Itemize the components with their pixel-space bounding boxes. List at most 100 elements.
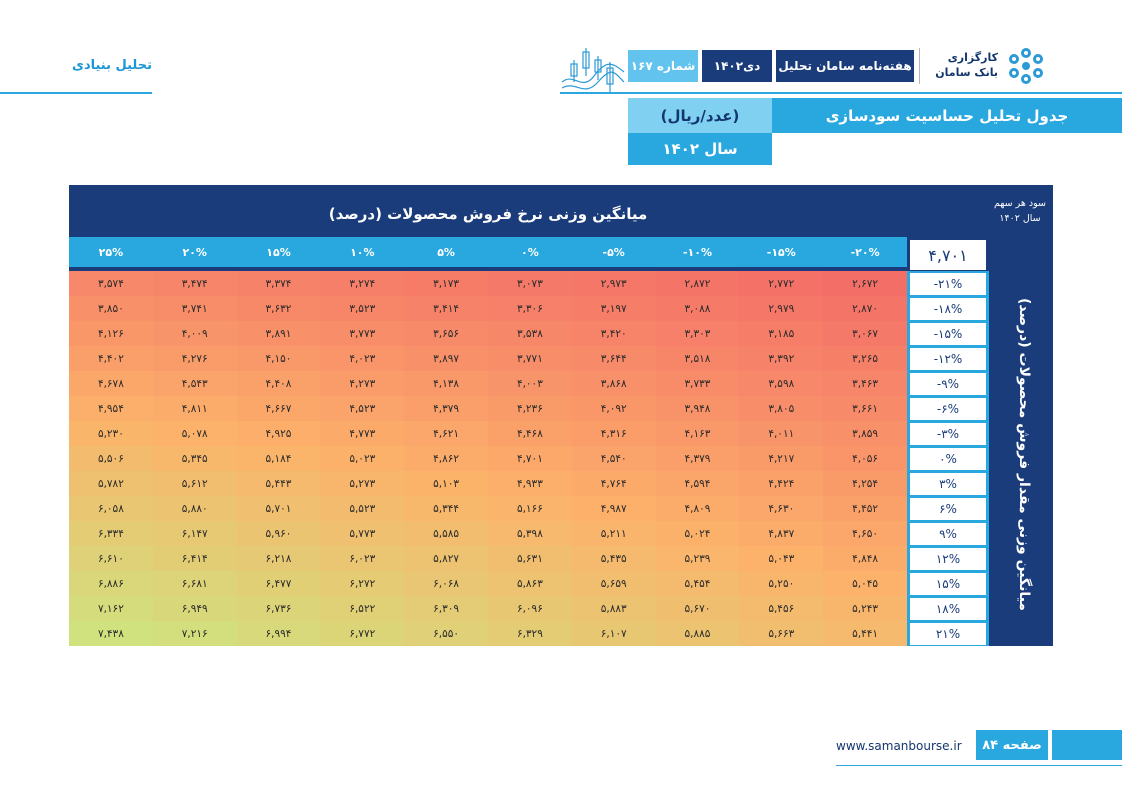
table-cell: ۵,۷۸۲: [69, 471, 153, 496]
issue-month: دی۱۴۰۲: [702, 50, 772, 82]
table-cell: ۶,۶۸۱: [152, 571, 237, 596]
table-cell: ۵,۴۵۶: [739, 596, 824, 621]
table-cell: ۴,۱۲۶: [69, 321, 153, 346]
table-cell: ۴,۹۵۴: [69, 396, 153, 421]
row-header-column: -۲۱% -۱۸% -۱۵% -۱۲% -۹% -۶% -۳% ۰% ۳% ۶% ۹% ۱۲% ۱۵% ۱…: [907, 271, 989, 646]
table-cell: ۵,۶۱۲: [152, 471, 237, 496]
table-cell: ۵,۲۵۰: [739, 571, 824, 596]
table-cell: ۲,۸۷۰: [823, 296, 907, 321]
issue-number: شماره ۱۶۷: [628, 50, 698, 82]
row-header: ۲۱%: [910, 622, 986, 645]
page-number: صفحه ۸۴: [976, 730, 1048, 760]
table-cell: ۵,۸۸۵: [655, 621, 740, 646]
table-cell: ۵,۶۵۹: [571, 571, 656, 596]
table-cell: ۶,۳۰۹: [404, 596, 488, 621]
table-cell: ۴,۸۰۹: [655, 496, 740, 521]
table-cell: ۳,۰۶۷: [823, 321, 907, 346]
table-cell: ۴,۴۶۸: [488, 421, 572, 446]
table-cell: ۳,۵۳۸: [488, 321, 572, 346]
header-divider: [560, 92, 1122, 94]
row-header: -۲۱%: [910, 272, 986, 295]
table-cell: ۴,۴۵۲: [823, 496, 907, 521]
column-header: ۱۰%: [350, 245, 375, 259]
table-cell: ۴,۰۰۹: [152, 321, 237, 346]
table-cell: ۳,۴۶۳: [823, 371, 907, 396]
column-header: ۲۰%: [182, 245, 207, 259]
table-cell: ۵,۶۷۰: [655, 596, 740, 621]
table-cell: ۴,۳۷۹: [404, 396, 488, 421]
table-cell: ۶,۵۲۲: [320, 596, 405, 621]
table-cell: ۶,۲۱۸: [236, 546, 321, 571]
table-cell: ۶,۱۴۷: [152, 521, 237, 546]
newsletter-name: هفته‌نامه سامان تحلیل: [776, 50, 914, 82]
table-cell: ۴,۵۴۰: [571, 446, 656, 471]
table-cell: ۳,۸۰۵: [739, 396, 824, 421]
table-cell: ۴,۲۳۶: [488, 396, 572, 421]
table-cell: ۳,۵۹۸: [739, 371, 824, 396]
table-cell: ۴,۶۶۷: [236, 396, 321, 421]
column-header: -۱۰%: [682, 245, 712, 259]
table-cell: ۴,۷۶۴: [571, 471, 656, 496]
table-cell: ۶,۹۴۹: [152, 596, 237, 621]
table-cell: ۴,۴۰۸: [236, 371, 321, 396]
row-header: -۳%: [910, 422, 986, 445]
eps-label: سود هر سهم سال ۱۴۰۲: [988, 196, 1052, 230]
table-cell: ۴,۵۹۴: [655, 471, 740, 496]
table-cell: ۴,۹۸۷: [571, 496, 656, 521]
table-cell: ۵,۱۶۶: [488, 496, 572, 521]
table-cell: ۴,۸۳۷: [739, 521, 824, 546]
table-cell: ۲,۹۷۳: [571, 271, 656, 296]
year-label: سال ۱۴۰۲: [628, 133, 772, 165]
table-cell: ۶,۸۸۶: [69, 571, 153, 596]
website-link[interactable]: www.samanbourse.ir: [836, 739, 962, 753]
row-header: ۰%: [910, 447, 986, 470]
table-cell: ۷,۱۶۲: [69, 596, 153, 621]
table-cell: ۳,۳۹۲: [739, 346, 824, 371]
table-cell: ۲,۹۷۹: [739, 296, 824, 321]
table-cell: ۳,۹۴۸: [655, 396, 740, 421]
table-cell: ۴,۲۷۶: [152, 346, 237, 371]
table-cell: ۵,۰۲۳: [320, 446, 405, 471]
table-cell: ۵,۴۴۳: [236, 471, 321, 496]
section-label: تحلیل بنیادی: [72, 58, 152, 73]
table-cell: ۴,۱۵۰: [236, 346, 321, 371]
table-cell: ۴,۳۷۹: [655, 446, 740, 471]
table-cell: ۳,۸۵۰: [69, 296, 153, 321]
brand-logo-text: کارگزاری بانک سامان: [928, 50, 998, 84]
table-cell: ۵,۳۴۵: [152, 446, 237, 471]
column-header-row: -۲۰% -۱۵% -۱۰% -۵% ۰% ۵% ۱۰% ۱۵% ۲۰% ۲۵%: [69, 237, 907, 267]
table-cell: ۶,۰۹۶: [488, 596, 572, 621]
table-cell: ۴,۷۰۱: [488, 446, 572, 471]
column-header: ۰%: [521, 245, 539, 259]
table-cell: ۴,۹۲۵: [236, 421, 321, 446]
table-cell: ۵,۲۷۳: [320, 471, 405, 496]
column-header: ۵%: [437, 245, 455, 259]
table-cell: ۴,۲۱۷: [739, 446, 824, 471]
table-cell: ۳,۳۰۳: [655, 321, 740, 346]
table-cell: ۴,۸۶۲: [404, 446, 488, 471]
table-cell: ۳,۰۷۳: [488, 271, 572, 296]
column-header: -۵%: [602, 245, 625, 259]
column-header: -۲۰%: [850, 245, 880, 259]
table-cell: ۵,۰۷۸: [152, 421, 237, 446]
column-header: -۱۵%: [766, 245, 796, 259]
table-cell: ۴,۶۷۸: [69, 371, 153, 396]
row-header: ۶%: [910, 497, 986, 520]
row-header: ۳%: [910, 472, 986, 495]
table-cell: ۳,۱۹۷: [571, 296, 656, 321]
table-cell: ۳,۶۴۴: [571, 346, 656, 371]
table-cell: ۳,۸۵۹: [823, 421, 907, 446]
saman-flower-logo-icon: [1009, 48, 1043, 84]
table-cell: ۳,۳۷۴: [236, 271, 321, 296]
page-title: جدول تحلیل حساسیت سودسازی: [772, 98, 1122, 133]
table-cell: ۴,۳۱۶: [571, 421, 656, 446]
table-cell: ۳,۱۷۳: [404, 271, 488, 296]
eps-label-line-1: سود هر سهم: [993, 198, 1047, 209]
table-cell: ۵,۲۴۳: [823, 596, 907, 621]
sensitivity-grid: ۲,۶۷۲ ۲,۷۷۲ ۲,۸۷۲ ۲,۹۷۳ ۳,۰۷۳ ۳,۱۷۳ ۳,۲۷۴ ۳,۳۷۴…: [69, 271, 907, 646]
table-cell: ۴,۷۷۳: [320, 421, 405, 446]
table-cell: ۵,۸۸۰: [152, 496, 237, 521]
table-cell: ۳,۸۶۸: [571, 371, 656, 396]
table-cell: ۵,۰۴۳: [739, 546, 824, 571]
row-header: -۹%: [910, 372, 986, 395]
